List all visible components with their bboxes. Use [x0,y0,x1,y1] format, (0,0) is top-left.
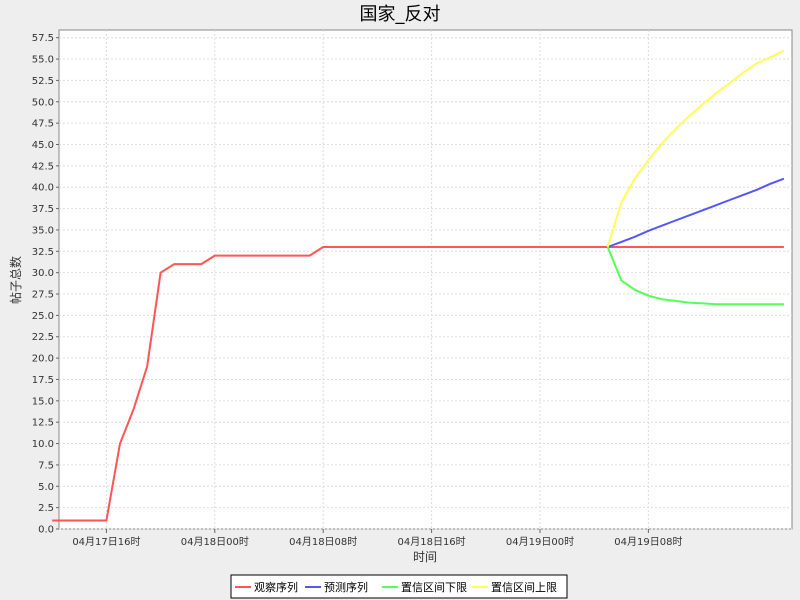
y-tick-label: 40.0 [32,183,54,194]
y-tick-label: 50.0 [32,97,54,108]
series-line-0 [52,246,784,522]
legend-label: 预测序列 [324,580,368,594]
x-tick-label: 04月18日16时 [398,536,466,548]
y-tick-label: 30.0 [32,268,54,279]
y-tick-label: 35.0 [32,225,54,236]
x-axis-label: 时间 [413,550,437,564]
y-tick-label: 32.5 [32,247,54,258]
chart-title: 国家_反对 [360,4,441,25]
x-axis: 04月17日16时 04月18日00时 04月18日08时 04月18日16时 04月1… [72,529,682,548]
legend-label: 观察序列 [254,580,298,594]
y-tick-label: 5.0 [38,482,54,493]
y-tick-label: 37.5 [32,204,54,215]
y-tick-label: 0.0 [38,525,54,536]
y-tick-label: 22.5 [32,332,54,343]
y-axis-label: 帖子总数 [8,256,23,304]
y-tick-label: 17.5 [32,375,54,386]
y-tick-label: 47.5 [32,119,54,130]
y-tick-label: 52.5 [32,76,54,87]
y-tick-label: 27.5 [32,290,54,301]
x-tick-label: 04月17日16时 [72,536,140,548]
series-line-1 [607,177,785,248]
y-tick-label: 45.0 [32,140,54,151]
legend-items: 观察序列 预测序列 置信区间下限 置信区间上限 [235,580,557,594]
y-tick-label: 7.5 [38,460,54,471]
x-tick-label: 04月18日08时 [289,536,357,548]
y-tick-label: 15.0 [32,396,54,407]
y-tick-label: 25.0 [32,311,54,322]
legend: 观察序列 预测序列 置信区间下限 置信区间上限 [230,574,568,599]
y-tick-label: 57.5 [32,33,54,44]
y-tick-label: 42.5 [32,161,54,172]
x-tick-label: 04月18日00时 [181,536,249,548]
legend-label: 置信区间上限 [491,581,557,594]
series-line-3 [606,49,785,248]
x-tick-label: 04月19日00时 [506,536,574,548]
y-tick-label: 2.5 [38,503,54,514]
y-axis: 0.0 2.5 5.0 7.5 10.0 12.5 15.0 17.5 20.0 22.5 25.0… [32,33,59,536]
plot-area [58,29,793,530]
series-layer [52,49,785,522]
series-line-2 [606,246,784,306]
legend-label: 置信区间下限 [401,581,467,594]
legend-box [230,574,568,599]
y-tick-label: 12.5 [32,418,54,429]
y-tick-label: 55.0 [32,55,54,66]
y-tick-label: 20.0 [32,354,54,365]
y-tick-label: 10.0 [32,439,54,450]
grid-layer [59,30,792,530]
x-tick-label: 04月19日08时 [614,536,682,548]
